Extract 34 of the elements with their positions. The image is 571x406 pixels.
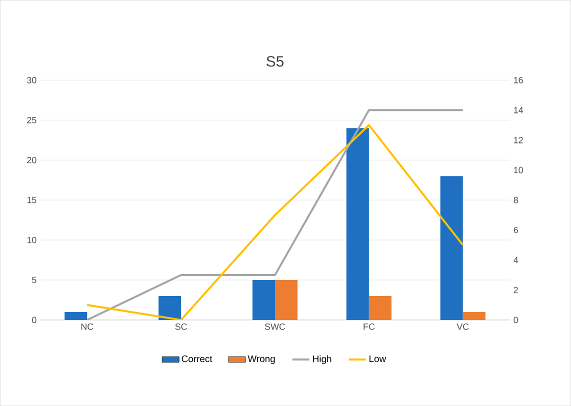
y2-tick-label: 14 <box>514 106 524 114</box>
y2-tick-label: 6 <box>514 226 518 234</box>
y2-tick-label: 0 <box>514 316 518 324</box>
x-tick-label: SWC <box>264 323 286 330</box>
x-tick-label: SC <box>175 323 187 330</box>
bar <box>462 312 486 320</box>
y2-tick-label: 16 <box>514 76 523 84</box>
bar <box>275 280 298 320</box>
bar <box>252 280 276 320</box>
y2-tick-label: 2 <box>514 286 518 294</box>
y2-tick-label: 4 <box>514 256 518 264</box>
chart-title: S5 <box>266 56 284 67</box>
bar <box>440 176 463 320</box>
y-tick-label: 30 <box>27 76 36 84</box>
y-tick-label: 25 <box>27 116 36 124</box>
bar <box>346 128 369 320</box>
y-tick-label: 15 <box>27 196 36 204</box>
y-tick-label: 5 <box>32 276 36 284</box>
legend-label: Wrong <box>248 355 275 364</box>
y2-tick-label: 8 <box>514 196 518 204</box>
legend-label: Low <box>370 355 386 362</box>
bar <box>64 312 88 320</box>
y-tick-label: 10 <box>27 236 36 244</box>
bar <box>158 296 182 320</box>
y-tick-label: 0 <box>32 316 36 324</box>
bar <box>368 296 392 320</box>
y-tick-label: 20 <box>27 156 36 164</box>
legend-label: Correct <box>182 355 212 362</box>
y2-tick-label: 10 <box>514 166 523 174</box>
x-tick-label: VC <box>456 323 469 330</box>
x-tick-label: NC <box>81 323 94 330</box>
legend-label: High <box>313 355 332 364</box>
y2-tick-label: 12 <box>514 136 523 144</box>
x-tick-label: FC <box>364 323 375 330</box>
